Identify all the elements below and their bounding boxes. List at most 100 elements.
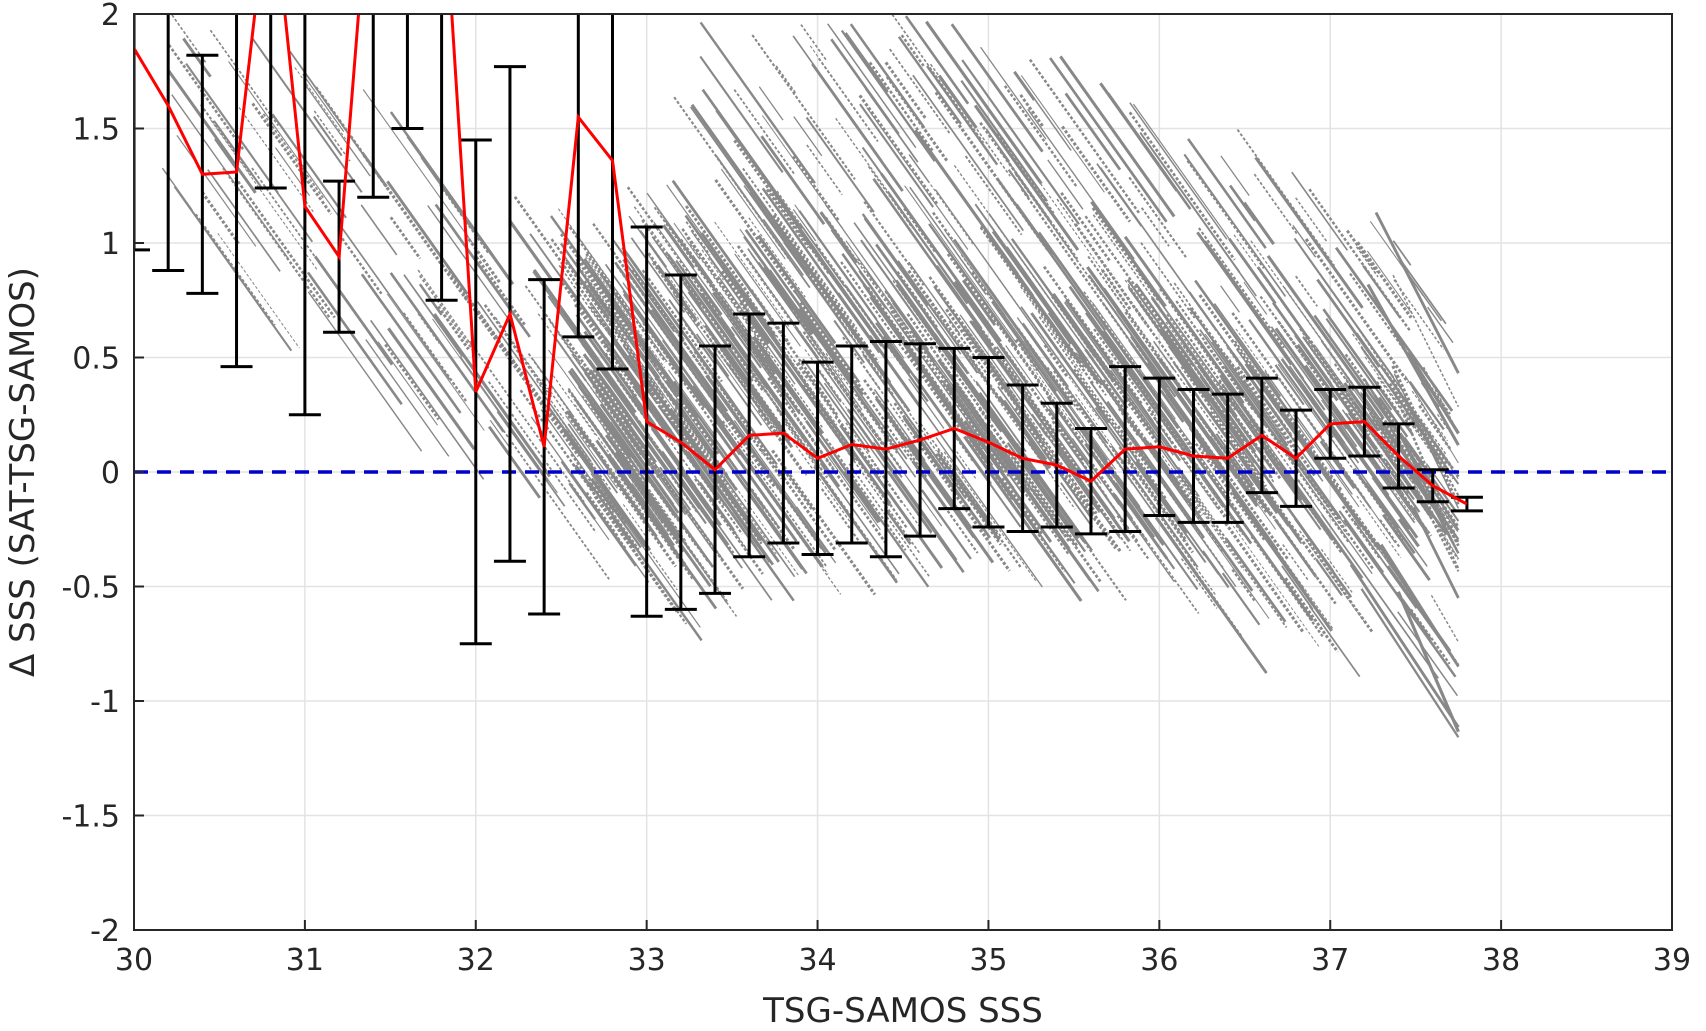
scatter-streak <box>1414 410 1448 456</box>
scatter-streak <box>1196 231 1293 366</box>
scatter-streak <box>496 411 566 507</box>
scatter-streak <box>389 216 422 260</box>
scatter-streak <box>935 453 1002 546</box>
scatter-streak <box>1121 409 1226 554</box>
scatter-streak <box>840 316 902 402</box>
scatter-streak <box>706 335 808 476</box>
scatter-streak <box>1325 317 1393 411</box>
scatter-streak <box>1002 399 1048 461</box>
scatter-streak <box>1100 269 1133 312</box>
scatter-streak <box>638 420 698 503</box>
scatter-streak <box>1397 518 1420 548</box>
scatter-streak <box>1262 430 1315 502</box>
scatter-streak <box>1087 255 1182 387</box>
scatter-streak <box>561 428 647 547</box>
scatter-streak <box>969 320 1081 476</box>
scatter-streak <box>891 13 985 144</box>
scatter-streak <box>997 179 1107 332</box>
scatter-streak <box>1360 391 1459 560</box>
scatter-streak <box>210 119 319 272</box>
scatter-streak <box>925 314 965 369</box>
scatter-streak <box>866 107 969 250</box>
scatter-streak <box>1106 400 1206 539</box>
scatter-streak <box>1153 417 1174 445</box>
scatter-streak <box>863 201 925 286</box>
scatter-streak <box>928 223 1018 349</box>
scatter-streak <box>809 45 856 111</box>
scatter-streak <box>1091 301 1176 420</box>
scatter-streak <box>776 223 887 378</box>
scatter-streak <box>912 434 1011 572</box>
scatter-streak <box>758 86 784 121</box>
scatter-streak <box>867 272 909 330</box>
scatter-streak <box>536 380 565 419</box>
scatter-streak <box>589 512 610 541</box>
scatter-streak <box>1291 171 1349 251</box>
scatter-streak <box>1394 424 1460 554</box>
scatter-streak <box>795 506 831 556</box>
scatter-streak <box>1355 246 1379 278</box>
scatter-streak <box>866 370 957 498</box>
scatter-streak <box>592 369 633 426</box>
scatter-streak <box>671 179 775 323</box>
scatter-streak <box>988 292 1108 461</box>
scatter-streak <box>262 113 325 200</box>
scatter-streak <box>887 470 933 533</box>
scatter-streak <box>1042 449 1094 520</box>
scatter-streak <box>1099 82 1179 192</box>
scatter-streak <box>1068 285 1138 382</box>
scatter-streak <box>306 271 403 406</box>
scatter-streak <box>960 345 1026 437</box>
scatter-streak <box>1201 550 1230 589</box>
scatter-streak <box>974 203 1088 362</box>
scatter-streak <box>313 255 394 366</box>
scatter-streak <box>1366 482 1390 514</box>
scatter-streak <box>1073 368 1167 499</box>
scatter-streak <box>758 460 823 551</box>
scatter-streak <box>1060 482 1094 528</box>
scatter-streak <box>475 256 527 327</box>
scatter-streak <box>1368 372 1409 428</box>
scatter-streak <box>1048 57 1168 223</box>
scatter-streak <box>1116 514 1150 560</box>
scatter-streak <box>791 155 841 222</box>
scatter-streak <box>862 283 940 391</box>
scatter-streak <box>825 362 943 527</box>
scatter-streak <box>631 483 670 536</box>
scatter-streak <box>872 178 994 347</box>
scatter-streak <box>1242 201 1275 245</box>
scatter-streak <box>748 217 806 298</box>
scatter-streak <box>690 493 735 554</box>
scatter-streak <box>1371 476 1410 530</box>
scatter-streak <box>1188 427 1288 567</box>
scatter-streak <box>825 438 907 551</box>
scatter-streak <box>313 110 351 162</box>
scatter-streak <box>1392 391 1460 544</box>
x-tick-label: 30 <box>115 943 153 978</box>
x-tick-label: 33 <box>628 943 666 978</box>
scatter-streak <box>840 261 961 430</box>
scatter-streak <box>1102 329 1192 454</box>
scatter-streak <box>1113 493 1134 521</box>
scatter-streak <box>667 369 715 435</box>
scatter-streak <box>384 343 440 421</box>
scatter-streak <box>489 419 510 447</box>
scatter-streak <box>1020 306 1131 461</box>
scatter-streak <box>761 115 844 229</box>
scatter-streak <box>896 271 939 329</box>
x-tick-label: 34 <box>798 943 836 978</box>
scatter-streak <box>1047 408 1090 466</box>
scatter-streak <box>797 361 881 479</box>
scatter-streak <box>1096 163 1143 227</box>
scatter-streak <box>749 192 827 301</box>
scatter-streak <box>1204 240 1305 380</box>
scatter-streak <box>1274 430 1374 570</box>
scatter-streak <box>699 21 816 184</box>
scatter-streak <box>991 300 1058 393</box>
scatter-streak <box>692 274 723 316</box>
scatter-streak <box>1008 368 1116 519</box>
scatter-streak <box>508 219 554 282</box>
scatter-streak <box>1095 208 1155 291</box>
scatter-streak <box>570 453 640 551</box>
scatter-streak <box>167 44 245 151</box>
